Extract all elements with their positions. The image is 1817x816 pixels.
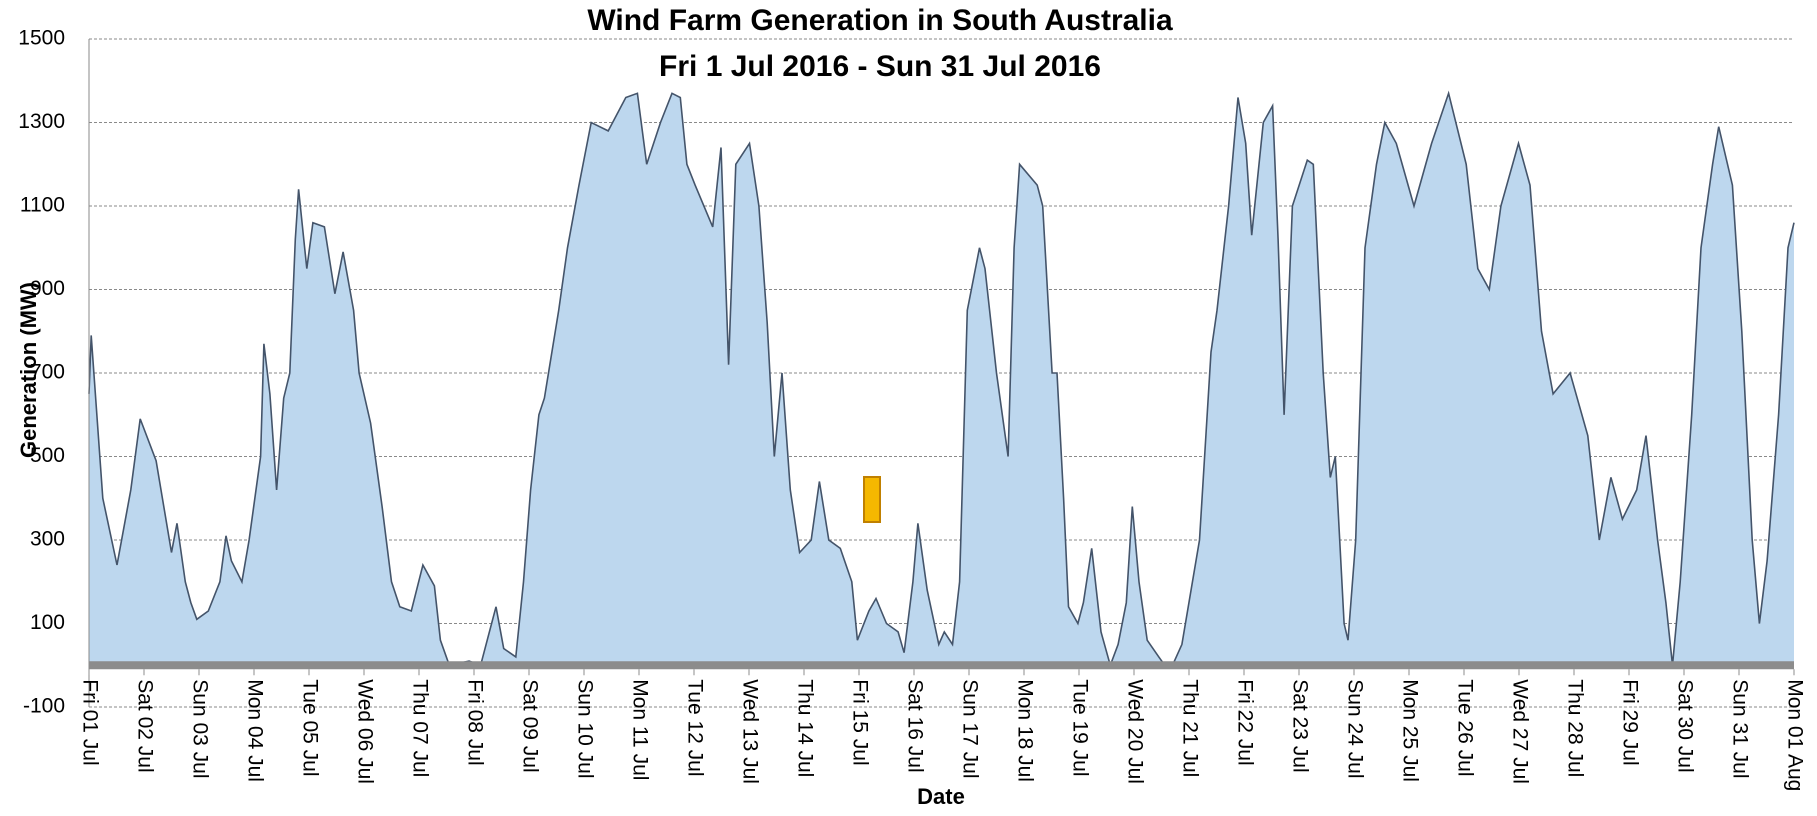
- x-tick-label: Tue 26 Jul: [1453, 679, 1476, 776]
- x-tick-label: Fri 15 Jul: [848, 679, 871, 765]
- x-tick-label: Sat 23 Jul: [1288, 679, 1311, 772]
- x-tick-label: Sun 24 Jul: [1343, 679, 1366, 778]
- y-axis-title: Generation (MW): [16, 282, 41, 458]
- x-tick-label: Sun 31 Jul: [1728, 679, 1751, 778]
- line: [88, 90, 1795, 668]
- y-tick-label: 100: [30, 611, 65, 634]
- y-tick-label: -100: [23, 695, 65, 718]
- x-tick-label: Thu 21 Jul: [1178, 679, 1201, 777]
- x-tick-label: Sat 09 Jul: [518, 679, 541, 772]
- x-tick-label: Thu 14 Jul: [793, 679, 816, 777]
- area: [89, 93, 1794, 666]
- x-axis-title: Date: [917, 784, 965, 809]
- x-tick-label: Sun 10 Jul: [573, 679, 596, 778]
- x-tick-label: Thu 28 Jul: [1563, 679, 1586, 777]
- x-tick-label: Mon 25 Jul: [1398, 679, 1421, 782]
- x-tick-label: Tue 12 Jul: [683, 679, 706, 776]
- x-tick-label: Sun 03 Jul: [188, 679, 211, 778]
- x-tick-label: Mon 11 Jul: [628, 679, 651, 780]
- x-tick-label: Sat 16 Jul: [903, 679, 926, 772]
- x-tick-label: Tue 19 Jul: [1068, 679, 1091, 776]
- chart-subtitle: Fri 1 Jul 2016 - Sun 31 Jul 2016: [659, 50, 1101, 83]
- x-tick-label: Mon 01 Aug: [1783, 679, 1806, 791]
- chart-title: Wind Farm Generation in South Australia: [587, 4, 1173, 37]
- x-tick-label: Sun 17 Jul: [958, 679, 981, 778]
- x-tick-label: Tue 05 Jul: [298, 679, 321, 776]
- x-tick-label: Fri 01 Jul: [78, 679, 101, 765]
- y-tick-label: 500: [30, 444, 65, 467]
- x-tick-label: Wed 13 Jul: [738, 679, 761, 784]
- x-tick-label: Fri 29 Jul: [1618, 679, 1641, 765]
- x-tick-label: Fri 08 Jul: [463, 679, 486, 765]
- x-tick-label: Wed 20 Jul: [1123, 679, 1146, 784]
- x-tick-label: Wed 27 Jul: [1508, 679, 1531, 784]
- x-tick-label: Fri 22 Jul: [1233, 679, 1256, 765]
- x-tick-label: Wed 06 Jul: [353, 679, 376, 784]
- x-tick-label: Mon 18 Jul: [1013, 679, 1036, 782]
- x-tick-label: Sat 02 Jul: [133, 679, 156, 772]
- x-tick-label: Mon 04 Jul: [243, 679, 266, 782]
- y-tick-label: 700: [30, 361, 65, 384]
- plot: [88, 38, 1795, 708]
- y-tick-label: 1100: [20, 194, 65, 217]
- shape: [863, 476, 881, 523]
- y-tick-label: 300: [30, 528, 65, 551]
- y-tick-label: 1300: [18, 110, 65, 133]
- y-tick-label: 1500: [18, 27, 65, 50]
- x-tick-label: Sat 30 Jul: [1673, 679, 1696, 772]
- y-tick-label: 900: [30, 277, 65, 300]
- x-tick-label: Thu 07 Jul: [408, 679, 431, 777]
